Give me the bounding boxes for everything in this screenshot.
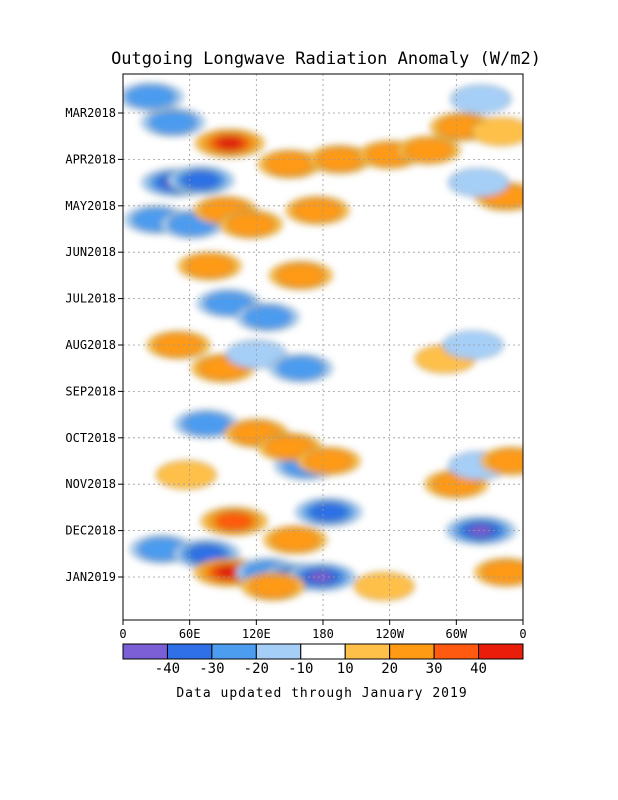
anomaly-cell: [215, 513, 253, 530]
colorbar-label: -10: [288, 661, 313, 677]
colorbar-label: -30: [199, 661, 224, 677]
anomaly-cell: [276, 356, 326, 380]
y-tick-label: JUN2018: [65, 245, 116, 259]
colorbar-label: 30: [426, 661, 443, 677]
anomaly-cell: [182, 412, 231, 436]
anomaly-cell: [487, 449, 523, 473]
grid-lines: [123, 74, 523, 620]
colorbar-label: -20: [244, 661, 269, 677]
y-tick-label: MAY2018: [65, 199, 116, 213]
anomaly-cell: [276, 264, 326, 287]
footer-note: Data updated through January 2019: [176, 686, 467, 701]
anomaly-cell: [248, 574, 298, 598]
anomaly-cell: [450, 84, 512, 114]
anomaly-cell: [270, 528, 320, 552]
y-tick-label: DEC2018: [65, 524, 116, 538]
colorbar-swatch: [255, 643, 302, 660]
anomaly-cell: [310, 503, 347, 521]
anomaly-cell: [265, 435, 314, 459]
y-tick-label: JUL2018: [65, 292, 116, 306]
colorbar-swatch: [433, 643, 480, 660]
x-tick-label: 60W: [445, 627, 467, 641]
anomaly-field: [123, 82, 523, 601]
x-tick-label: 0: [519, 627, 526, 641]
x-tick-label: 0: [119, 627, 126, 641]
anomaly-cell: [293, 199, 342, 222]
anomaly-cell: [470, 117, 523, 146]
y-tick-label: NOV2018: [65, 477, 116, 491]
x-tick-label: 120W: [375, 627, 405, 641]
anomaly-cell: [182, 171, 220, 189]
anomaly-cell: [243, 305, 292, 329]
anomaly-cell: [265, 152, 314, 176]
y-tick-label: AUG2018: [65, 338, 116, 352]
x-tick-label: 120E: [242, 627, 271, 641]
anomaly-cell: [217, 137, 242, 149]
plot-area: [122, 73, 524, 621]
colorbar-swatch: [122, 643, 168, 660]
colorbar-label: 10: [337, 661, 354, 677]
x-tick-label: 60E: [179, 627, 201, 641]
y-tick-label: JAN2019: [65, 570, 116, 584]
anomaly-cell: [156, 460, 217, 490]
anomaly-cell: [185, 254, 234, 278]
colorbar-swatch: [389, 643, 435, 660]
x-axis: 0 60E 120E 180 120W 60W 0: [119, 620, 527, 641]
y-axis: MAR2018 APR2018 MAY2018 JUN2018 JUL2018 AUG20…: [65, 106, 123, 584]
colorbar-swatch: [166, 643, 213, 660]
y-tick-label: APR2018: [65, 152, 116, 166]
anomaly-cell: [226, 213, 276, 236]
colorbar-swatch: [300, 643, 346, 660]
colorbar-label: -40: [155, 661, 180, 677]
y-tick-label: SEP2018: [65, 384, 116, 398]
anomaly-cell: [482, 561, 523, 584]
colorbar: -40 -30 -20 -10 10 20 30 40: [122, 643, 524, 677]
anomaly-cell: [125, 85, 176, 109]
colorbar-label: 40: [470, 661, 487, 677]
colorbar-swatch: [211, 643, 257, 660]
y-tick-label: OCT2018: [65, 431, 116, 445]
colorbar-swatch: [478, 643, 524, 660]
anomaly-cell: [148, 110, 198, 134]
anomaly-cell: [204, 291, 253, 315]
anomaly-cell: [353, 571, 415, 601]
anomaly-cell: [448, 168, 509, 197]
chart-title: Outgoing Longwave Radiation Anomaly (W/m…: [111, 49, 541, 69]
anomaly-cell: [404, 138, 453, 162]
anomaly-cell: [304, 449, 353, 473]
colorbar-label: 20: [381, 661, 398, 677]
x-tick-label: 180: [312, 627, 334, 641]
colorbar-swatch: [344, 643, 391, 660]
y-tick-label: MAR2018: [65, 106, 116, 120]
